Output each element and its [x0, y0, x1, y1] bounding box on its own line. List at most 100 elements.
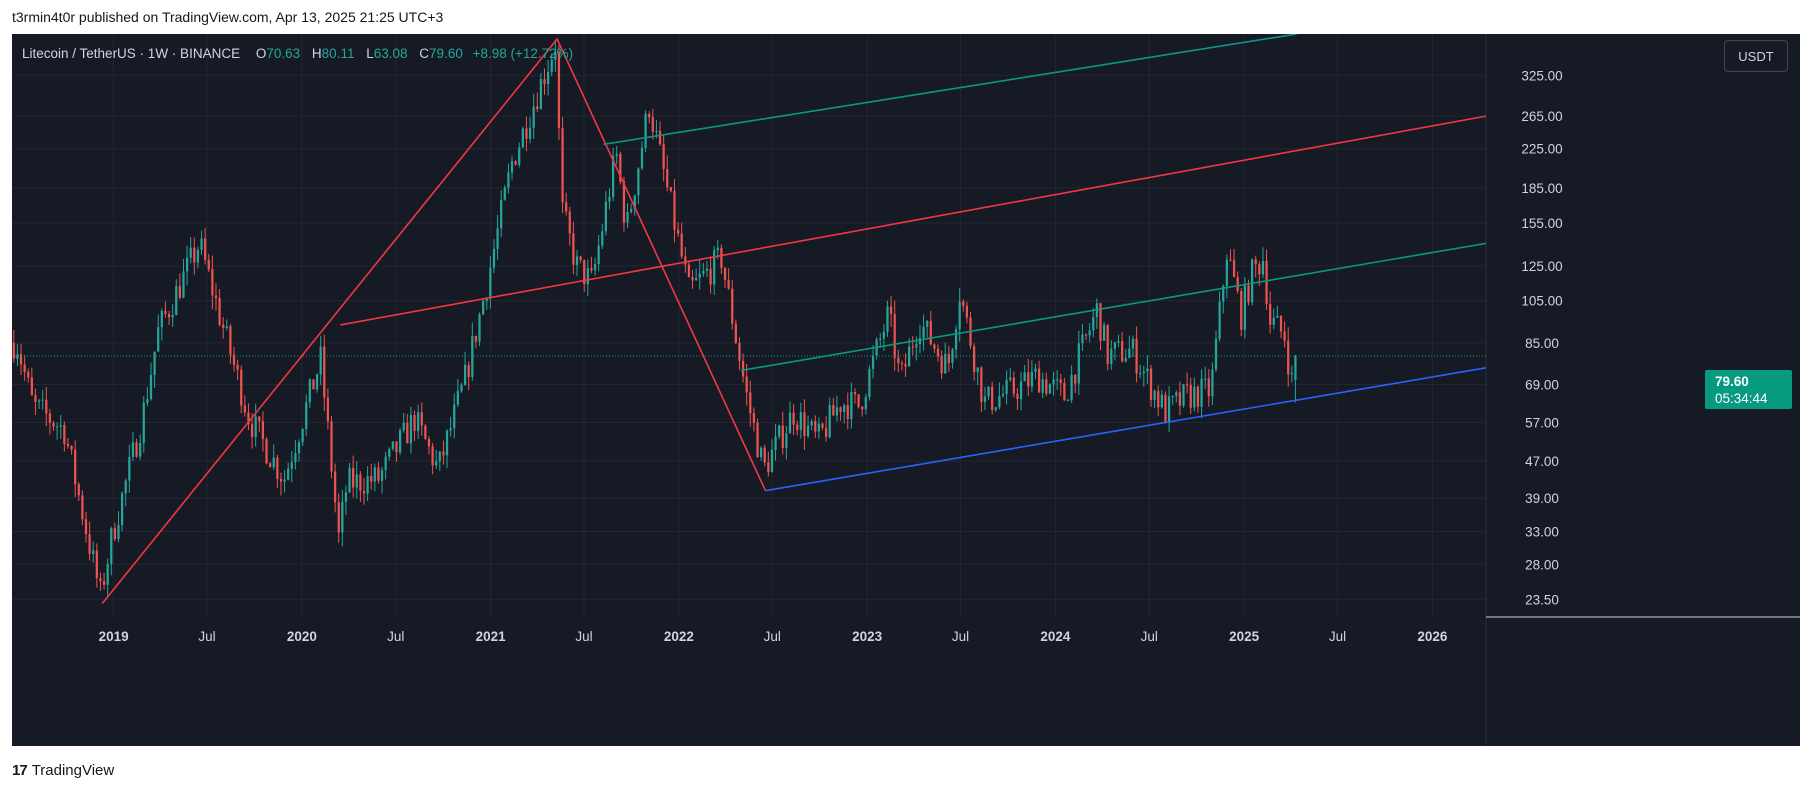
- candle-body: [637, 168, 640, 196]
- candle-body: [954, 329, 958, 350]
- candle-body: [34, 395, 37, 402]
- change-value: +8.98 (+12.72%): [472, 46, 574, 61]
- candle-body: [911, 346, 914, 348]
- published-by-header: t3rmin4t0r published on TradingView.com,…: [12, 9, 444, 25]
- candle-body: [1063, 382, 1066, 401]
- candle-body: [319, 346, 322, 375]
- candle-body: [1106, 324, 1109, 365]
- candle-body: [528, 127, 532, 139]
- tradingview-footer[interactable]: 17 TradingView: [12, 762, 114, 779]
- candle-body: [568, 211, 571, 234]
- candle-body: [460, 384, 463, 392]
- candle-body: [229, 326, 232, 355]
- candle-body: [702, 270, 705, 274]
- candle-body: [207, 259, 210, 270]
- candle-body: [853, 392, 857, 395]
- candle-body: [56, 426, 59, 428]
- candle-body: [92, 550, 95, 554]
- candle-body: [131, 442, 135, 458]
- candle-body: [630, 209, 633, 212]
- x-tick-label: 2021: [476, 629, 507, 644]
- candle-body: [1193, 386, 1196, 408]
- candle-body: [1196, 386, 1200, 407]
- candle-body: [680, 233, 683, 257]
- candle-body: [900, 363, 904, 365]
- candle-body: [1171, 396, 1174, 398]
- candle-body: [1066, 400, 1070, 402]
- candle-body: [666, 168, 669, 188]
- candle-body: [474, 335, 478, 342]
- candle-body: [918, 337, 922, 345]
- channel-trendline: [340, 115, 1487, 326]
- candle-body: [507, 172, 510, 188]
- candle-body: [471, 335, 474, 378]
- candle-body: [871, 355, 875, 369]
- candle-body: [236, 364, 239, 370]
- symbol-title[interactable]: Litecoin / TetherUS · 1W · BINANCE: [22, 46, 241, 61]
- candle-body: [622, 181, 626, 223]
- candle-body: [1167, 396, 1171, 423]
- candle-body: [305, 402, 308, 430]
- candle-body: [738, 342, 741, 362]
- candle-body: [1128, 348, 1131, 358]
- candle-body: [1265, 260, 1268, 305]
- candle-body: [12, 342, 15, 359]
- candle-body: [341, 501, 344, 533]
- candle-body: [1240, 291, 1243, 330]
- candle-body: [846, 405, 849, 420]
- candle-body: [218, 298, 221, 325]
- symbol-legend: Litecoin / TetherUS · 1W · BINANCE O70.6…: [22, 46, 573, 61]
- x-tick-label: 2025: [1229, 629, 1260, 644]
- candle-body: [160, 310, 163, 328]
- x-tick-label: Jul: [764, 629, 781, 644]
- candle-body: [550, 59, 553, 72]
- candle-body: [850, 392, 853, 420]
- candle-body: [503, 187, 506, 200]
- candle-body: [1175, 392, 1178, 397]
- candle-body: [673, 190, 676, 230]
- candle-body: [796, 424, 799, 430]
- x-tick-label: Jul: [198, 629, 215, 644]
- candle-body: [1146, 368, 1149, 372]
- currency-button[interactable]: USDT: [1724, 40, 1788, 72]
- candle-body: [774, 436, 777, 450]
- candle-body: [1214, 338, 1218, 370]
- candle-body: [333, 471, 337, 503]
- low-label: L: [366, 46, 374, 61]
- candle-body: [1034, 368, 1037, 372]
- candle-body: [817, 423, 821, 432]
- candle-body: [193, 247, 196, 263]
- candle-body: [398, 430, 402, 453]
- candle-body: [113, 528, 117, 540]
- candle-body: [1084, 334, 1088, 336]
- candle-body: [723, 267, 727, 281]
- candle-body: [709, 268, 712, 285]
- candle-body: [27, 371, 30, 378]
- candle-body: [926, 320, 929, 327]
- candle-body: [983, 396, 987, 402]
- candle-body: [611, 155, 615, 197]
- price-chart[interactable]: 325.00 265.00 225.00 185.00 155.00 125.00 105.…: [12, 34, 1800, 746]
- candles: [12, 39, 1297, 596]
- candle-body: [749, 392, 752, 414]
- candle-body: [1149, 368, 1153, 400]
- candle-body: [557, 52, 561, 129]
- chart-pane[interactable]: 325.00 265.00 225.00 185.00 155.00 125.00 105.…: [12, 34, 1800, 746]
- candle-body: [167, 313, 171, 318]
- candle-body: [554, 52, 557, 60]
- candle-body: [1023, 372, 1026, 382]
- candle-body: [424, 425, 427, 440]
- low-value: 63.08: [373, 46, 408, 61]
- candle-body: [406, 422, 409, 444]
- candle-body: [1182, 384, 1185, 406]
- candle-body: [171, 314, 174, 318]
- candle-body: [565, 202, 568, 212]
- candle-body: [272, 457, 275, 468]
- candle-body: [810, 421, 813, 426]
- x-tick-label: 2022: [664, 629, 694, 644]
- y-tick-label: 225.00: [1521, 142, 1562, 157]
- candle-body: [886, 306, 889, 332]
- high-label: H: [311, 46, 322, 61]
- candle-body: [814, 421, 817, 432]
- candle-body: [1229, 259, 1232, 261]
